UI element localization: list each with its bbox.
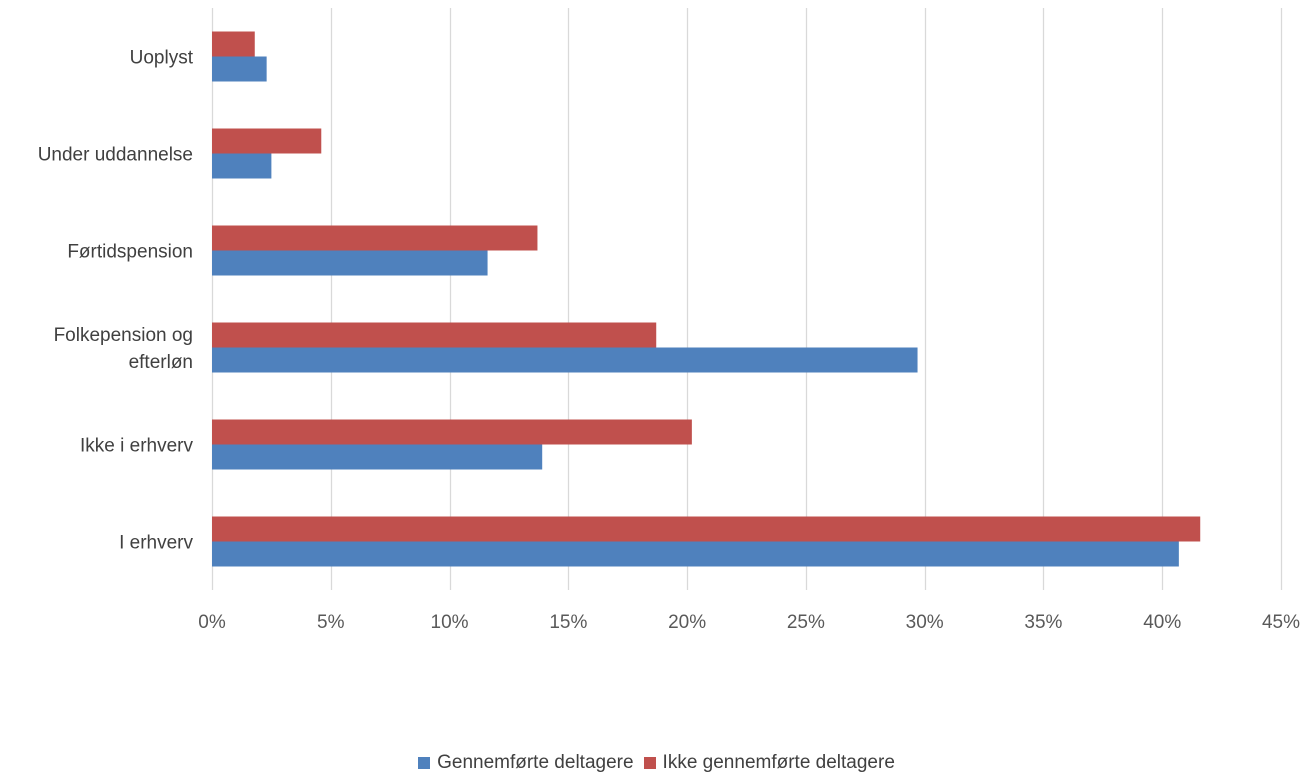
legend-item-series-0: Gennemførte deltagere bbox=[418, 752, 634, 774]
category-label: Førtidspension bbox=[67, 242, 193, 263]
x-tick-label: 5% bbox=[317, 612, 345, 633]
category-label: I erhverv bbox=[119, 533, 193, 554]
bar-series-1 bbox=[212, 516, 1201, 542]
x-tick-label: 10% bbox=[431, 612, 469, 633]
bar-series-1 bbox=[212, 419, 692, 445]
bar-series-0 bbox=[212, 56, 267, 82]
legend-label-series-1: Ikke gennemførte deltagere bbox=[662, 752, 895, 773]
x-tick-label: 40% bbox=[1143, 612, 1181, 633]
bar-series-0 bbox=[212, 541, 1179, 567]
category-label: efterløn bbox=[129, 352, 193, 373]
legend-item-series-1: Ikke gennemførte deltagere bbox=[643, 752, 895, 774]
gridlines bbox=[211, 8, 1283, 590]
bar-series-1 bbox=[212, 128, 322, 154]
x-tick-labels: 0% 5% 10% 15% 20% 25% 30% 35% 40% 45% bbox=[198, 612, 1300, 633]
category-label: Under uddannelse bbox=[38, 145, 193, 166]
x-tick-label: 45% bbox=[1262, 612, 1300, 633]
category-label: Folkepension og bbox=[54, 325, 193, 346]
category-label: Ikke i erhverv bbox=[80, 436, 193, 457]
x-tick-label: 0% bbox=[198, 612, 226, 633]
bar-series-1 bbox=[212, 225, 538, 251]
legend-swatch-series-0 bbox=[418, 757, 431, 769]
bars bbox=[212, 31, 1201, 567]
x-tick-label: 35% bbox=[1024, 612, 1062, 633]
category-label: Uoplyst bbox=[130, 48, 194, 69]
bar-series-0 bbox=[212, 250, 488, 276]
legend-label-series-0: Gennemførte deltagere bbox=[437, 752, 634, 773]
x-tick-label: 30% bbox=[906, 612, 944, 633]
legend-swatch-series-1 bbox=[643, 757, 656, 769]
x-tick-label: 15% bbox=[549, 612, 587, 633]
category-labels: I erhverv Ikke i erhverv Folkepension og ef… bbox=[38, 48, 194, 554]
bar-series-1 bbox=[212, 322, 657, 348]
x-tick-label: 20% bbox=[668, 612, 706, 633]
bar-series-0 bbox=[212, 444, 543, 470]
bar-series-0 bbox=[212, 153, 272, 179]
legend: Gennemførte deltagere Ikke gennemførte d… bbox=[0, 752, 1313, 774]
bar-series-1 bbox=[212, 31, 255, 57]
bar-chart: I erhverv Ikke i erhverv Folkepension og ef… bbox=[38, 8, 1300, 633]
bar-series-0 bbox=[212, 347, 918, 373]
x-tick-label: 25% bbox=[787, 612, 825, 633]
